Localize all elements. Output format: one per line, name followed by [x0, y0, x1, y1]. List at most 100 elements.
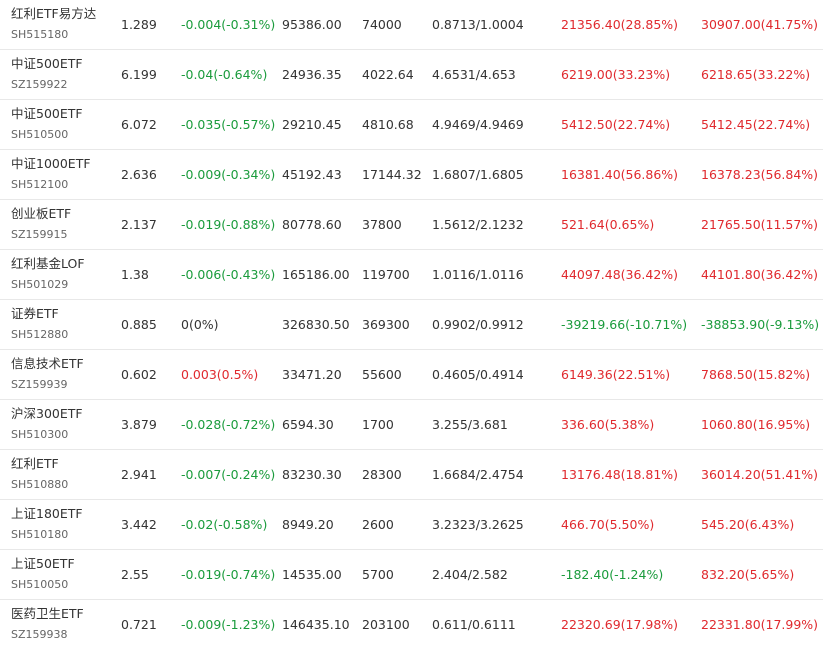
fund-name[interactable]: 红利ETF [11, 456, 59, 471]
table-row[interactable]: 医药卫生ETF SZ159938 0.721 -0.009(-1.23%) 14… [0, 600, 823, 649]
fund-name[interactable]: 创业板ETF [11, 206, 72, 221]
table-row[interactable]: 中证1000ETF SH512100 2.636 -0.009(-0.34%) … [0, 150, 823, 200]
price-cell: 6.199 [121, 67, 157, 82]
cost-price-cell: 4.6531/4.653 [432, 67, 516, 82]
table-row[interactable]: 沪深300ETF SH510300 3.879 -0.028(-0.72%) 6… [0, 400, 823, 450]
price-cell: 0.721 [121, 617, 157, 632]
fund-name-cell[interactable]: 中证500ETF SH510500 [11, 100, 119, 149]
profit-cell: 6219.00(33.23%) [561, 67, 671, 82]
fund-name[interactable]: 信息技术ETF [11, 356, 84, 371]
market-value-cell: 83230.30 [282, 467, 342, 482]
price-cell: 6.072 [121, 117, 157, 132]
price-cell: 2.137 [121, 217, 157, 232]
fund-code: SH510880 [11, 478, 69, 491]
profit-cell: 5412.50(22.74%) [561, 117, 671, 132]
shares-cell: 55600 [362, 367, 402, 382]
fund-name-cell[interactable]: 红利基金LOF SH501029 [11, 250, 119, 299]
price-cell: 0.885 [121, 317, 157, 332]
price-cell: 1.38 [121, 267, 149, 282]
profit-cell: -182.40(-1.24%) [561, 567, 664, 582]
profit-cell: 521.64(0.65%) [561, 217, 655, 232]
fund-name[interactable]: 医药卫生ETF [11, 606, 84, 621]
fund-name-cell[interactable]: 医药卫生ETF SZ159938 [11, 600, 119, 649]
fund-name-cell[interactable]: 证券ETF SH512880 [11, 300, 119, 349]
change-cell: -0.019(-0.74%) [181, 567, 276, 582]
change-cell: -0.006(-0.43%) [181, 267, 276, 282]
cost-price-cell: 4.9469/4.9469 [432, 117, 524, 132]
price-cell: 3.879 [121, 417, 157, 432]
fund-name[interactable]: 红利基金LOF [11, 256, 85, 271]
change-cell: -0.009(-0.34%) [181, 167, 276, 182]
change-cell: -0.007(-0.24%) [181, 467, 276, 482]
shares-cell: 74000 [362, 17, 402, 32]
fund-name[interactable]: 中证1000ETF [11, 156, 91, 171]
fund-name[interactable]: 中证500ETF [11, 106, 83, 121]
fund-code: SZ159915 [11, 228, 68, 241]
fund-name-cell[interactable]: 红利ETF易方达 SH515180 [11, 0, 119, 49]
total-profit-cell: 7868.50(15.82%) [701, 367, 811, 382]
fund-code: SH501029 [11, 278, 69, 291]
table-row[interactable]: 红利ETF SH510880 2.941 -0.007(-0.24%) 8323… [0, 450, 823, 500]
fund-code: SH510300 [11, 428, 69, 441]
fund-name[interactable]: 红利ETF易方达 [11, 6, 97, 21]
fund-code: SH510050 [11, 578, 69, 591]
fund-code: SH512100 [11, 178, 69, 191]
change-cell: -0.04(-0.64%) [181, 67, 268, 82]
fund-name-cell[interactable]: 沪深300ETF SH510300 [11, 400, 119, 449]
fund-name-cell[interactable]: 上证50ETF SH510050 [11, 550, 119, 599]
shares-cell: 4810.68 [362, 117, 414, 132]
table-row[interactable]: 红利基金LOF SH501029 1.38 -0.006(-0.43%) 165… [0, 250, 823, 300]
cost-price-cell: 1.0116/1.0116 [432, 267, 524, 282]
table-row[interactable]: 创业板ETF SZ159915 2.137 -0.019(-0.88%) 807… [0, 200, 823, 250]
table-row[interactable]: 红利ETF易方达 SH515180 1.289 -0.004(-0.31%) 9… [0, 0, 823, 50]
profit-cell: 336.60(5.38%) [561, 417, 655, 432]
cost-price-cell: 3.255/3.681 [432, 417, 508, 432]
fund-name-cell[interactable]: 中证500ETF SZ159922 [11, 50, 119, 99]
shares-cell: 28300 [362, 467, 402, 482]
shares-cell: 37800 [362, 217, 402, 232]
change-cell: 0.003(0.5%) [181, 367, 259, 382]
total-profit-cell: 30907.00(41.75%) [701, 17, 819, 32]
total-profit-cell: 545.20(6.43%) [701, 517, 795, 532]
fund-name[interactable]: 沪深300ETF [11, 406, 83, 421]
table-row[interactable]: 上证50ETF SH510050 2.55 -0.019(-0.74%) 145… [0, 550, 823, 600]
fund-name[interactable]: 中证500ETF [11, 56, 83, 71]
total-profit-cell: 21765.50(11.57%) [701, 217, 819, 232]
change-cell: -0.028(-0.72%) [181, 417, 276, 432]
table-row[interactable]: 中证500ETF SH510500 6.072 -0.035(-0.57%) 2… [0, 100, 823, 150]
table-row[interactable]: 证券ETF SH512880 0.885 0(0%) 326830.50 369… [0, 300, 823, 350]
fund-name[interactable]: 上证50ETF [11, 556, 75, 571]
table-row[interactable]: 信息技术ETF SZ159939 0.602 0.003(0.5%) 33471… [0, 350, 823, 400]
profit-cell: -39219.66(-10.71%) [561, 317, 688, 332]
fund-name-cell[interactable]: 红利ETF SH510880 [11, 450, 119, 499]
market-value-cell: 6594.30 [282, 417, 334, 432]
total-profit-cell: 16378.23(56.84%) [701, 167, 819, 182]
cost-price-cell: 0.9902/0.9912 [432, 317, 524, 332]
total-profit-cell: 1060.80(16.95%) [701, 417, 811, 432]
fund-name[interactable]: 上证180ETF [11, 506, 83, 521]
total-profit-cell: 36014.20(51.41%) [701, 467, 819, 482]
fund-name-cell[interactable]: 信息技术ETF SZ159939 [11, 350, 119, 399]
profit-cell: 21356.40(28.85%) [561, 17, 679, 32]
fund-name-cell[interactable]: 创业板ETF SZ159915 [11, 200, 119, 249]
shares-cell: 2600 [362, 517, 394, 532]
shares-cell: 203100 [362, 617, 410, 632]
shares-cell: 1700 [362, 417, 394, 432]
table-row[interactable]: 上证180ETF SH510180 3.442 -0.02(-0.58%) 89… [0, 500, 823, 550]
fund-name[interactable]: 证券ETF [11, 306, 59, 321]
market-value-cell: 8949.20 [282, 517, 334, 532]
cost-price-cell: 0.4605/0.4914 [432, 367, 524, 382]
fund-name-cell[interactable]: 中证1000ETF SH512100 [11, 150, 119, 199]
fund-code: SZ159938 [11, 628, 68, 641]
change-cell: -0.035(-0.57%) [181, 117, 276, 132]
fund-name-cell[interactable]: 上证180ETF SH510180 [11, 500, 119, 549]
shares-cell: 5700 [362, 567, 394, 582]
table-row[interactable]: 中证500ETF SZ159922 6.199 -0.04(-0.64%) 24… [0, 50, 823, 100]
market-value-cell: 29210.45 [282, 117, 342, 132]
market-value-cell: 80778.60 [282, 217, 342, 232]
total-profit-cell: 22331.80(17.99%) [701, 617, 819, 632]
market-value-cell: 14535.00 [282, 567, 342, 582]
total-profit-cell: 6218.65(33.22%) [701, 67, 811, 82]
cost-price-cell: 1.5612/2.1232 [432, 217, 524, 232]
